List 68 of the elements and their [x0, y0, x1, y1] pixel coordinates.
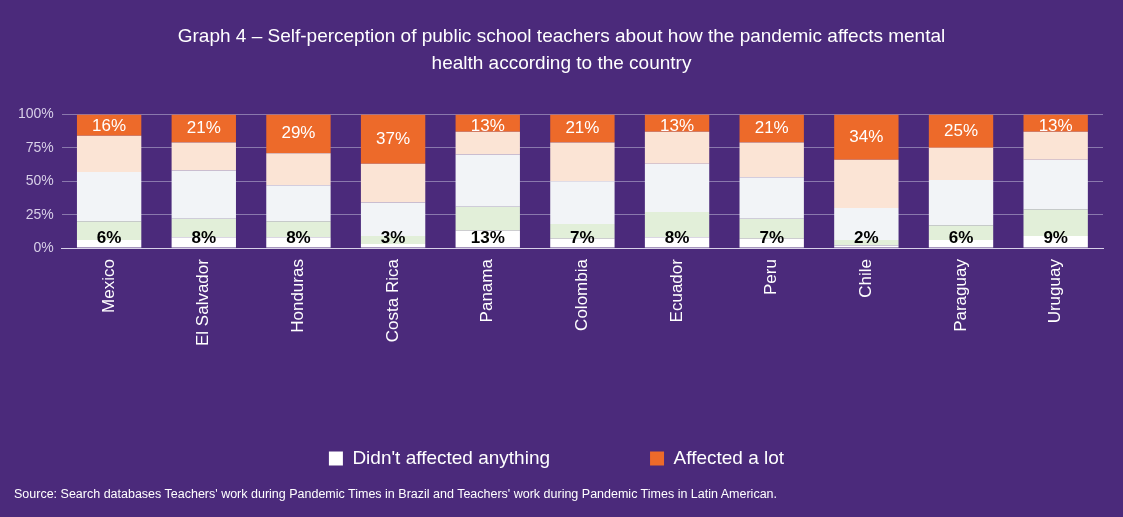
bar: [76, 135, 142, 172]
data-label: 6%: [96, 228, 122, 248]
bar: [928, 147, 994, 180]
bar: [550, 181, 615, 225]
data-label: 2%: [854, 228, 879, 248]
data-label: 13%: [470, 116, 505, 136]
x-tick-label: Chile: [856, 259, 876, 298]
bar: [834, 207, 899, 241]
bar: [739, 177, 804, 219]
data-label: 9%: [1043, 228, 1068, 248]
bar: [550, 142, 615, 182]
bar: [455, 154, 520, 207]
bar: [360, 114, 426, 164]
data-label: 7%: [570, 228, 595, 248]
data-label: 25%: [944, 120, 979, 140]
data-label: 7%: [759, 228, 784, 248]
bar: [1023, 159, 1088, 210]
bar: [266, 185, 331, 222]
legend-label: Didn't affected anything: [352, 446, 551, 468]
bar: [644, 163, 710, 212]
bar: [360, 244, 426, 248]
x-tick-label: Ecuador: [666, 258, 686, 323]
x-tick-label: Costa Rica: [382, 258, 402, 343]
data-label: 37%: [376, 128, 411, 148]
data-label: 13%: [660, 116, 695, 136]
bar: [834, 245, 899, 248]
source-note: Source: Search databases Teachers' work during Pandemic Times in Brazil and Teachers' work during Pandemic Times in Latin American.: [14, 487, 778, 501]
data-label: 6%: [948, 228, 974, 248]
bar: [76, 171, 142, 222]
data-label: 13%: [1038, 116, 1073, 136]
data-label: 16%: [92, 116, 127, 136]
x-tick-label: Peru: [761, 259, 781, 295]
x-tick-label: Uruguay: [1045, 258, 1065, 324]
x-tick-label: El Salvador: [193, 258, 213, 346]
data-label: 8%: [286, 228, 311, 248]
bar: [171, 170, 236, 219]
bar: [171, 142, 236, 171]
x-tick-label: Panama: [477, 258, 497, 323]
x-tick-label: Honduras: [288, 259, 308, 333]
data-label: 21%: [754, 118, 789, 138]
x-tick-label: Mexico: [98, 259, 118, 313]
y-tick-label: 50%: [25, 172, 54, 189]
x-tick-label: Colombia: [572, 258, 592, 331]
data-label: 34%: [849, 126, 884, 146]
bar: [360, 163, 426, 203]
data-label: 8%: [664, 228, 690, 248]
data-label: 29%: [281, 123, 316, 143]
bar: [455, 131, 520, 155]
y-tick-label: 0%: [33, 238, 54, 255]
y-tick-label: 100%: [17, 105, 54, 122]
data-label: 21%: [186, 118, 221, 138]
bar: [928, 179, 994, 226]
bar: [834, 159, 899, 208]
bar: [1023, 131, 1088, 160]
chart-title: Graph 4 – Self-perception of public school teachers about how the pandemic affects mental health according to the country: [176, 24, 947, 75]
data-label: 21%: [565, 118, 600, 138]
y-tick-label: 25%: [25, 205, 54, 222]
y-tick-label: 75%: [25, 138, 54, 155]
bar: [739, 142, 804, 178]
bar: [455, 206, 520, 231]
data-label: 3%: [380, 228, 406, 248]
legend-label: Affected a lot: [673, 446, 785, 468]
data-label: 8%: [191, 228, 217, 248]
bar: [644, 131, 710, 164]
bar: [266, 153, 331, 186]
bar: [834, 114, 899, 160]
data-label: 13%: [470, 228, 505, 248]
x-tick-label: Paraguay: [950, 258, 970, 332]
